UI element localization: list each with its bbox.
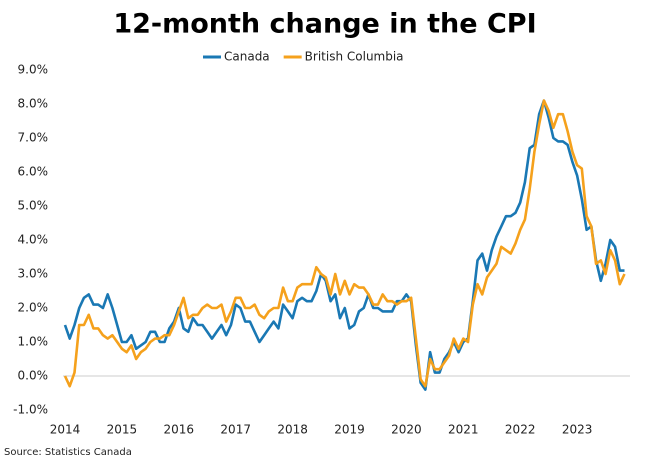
y-tick-label: 2.0%: [18, 301, 49, 315]
x-tick-label: 2021: [448, 423, 479, 437]
legend-label: British Columbia: [305, 50, 404, 64]
x-tick-label: 2017: [220, 423, 251, 437]
x-tick-label: 2015: [107, 423, 138, 437]
series-line: [63, 99, 626, 388]
legend-label: Canada: [224, 50, 270, 64]
x-tick-label: 2014: [50, 423, 81, 437]
x-tick-label: 2016: [164, 423, 195, 437]
source-note: Source: Statistics Canada: [4, 447, 132, 458]
y-tick-label: 5.0%: [18, 199, 49, 213]
y-tick-label: 6.0%: [18, 165, 49, 179]
y-tick-label: 1.0%: [18, 335, 49, 349]
y-tick-label: 4.0%: [18, 233, 49, 247]
y-tick-label: -1.0%: [13, 403, 48, 417]
x-tick-label: 2022: [505, 423, 536, 437]
x-tick-label: 2019: [334, 423, 365, 437]
y-tick-label: 7.0%: [18, 131, 49, 145]
y-tick-label: 8.0%: [18, 97, 49, 111]
y-tick-label: 9.0%: [18, 63, 49, 77]
x-tick-label: 2018: [277, 423, 308, 437]
y-tick-label: 0.0%: [18, 369, 49, 383]
chart-title: 12-month change in the CPI: [113, 9, 536, 40]
x-tick-label: 2023: [562, 423, 593, 437]
y-tick-label: 3.0%: [18, 267, 49, 281]
x-tick-label: 2020: [391, 423, 422, 437]
